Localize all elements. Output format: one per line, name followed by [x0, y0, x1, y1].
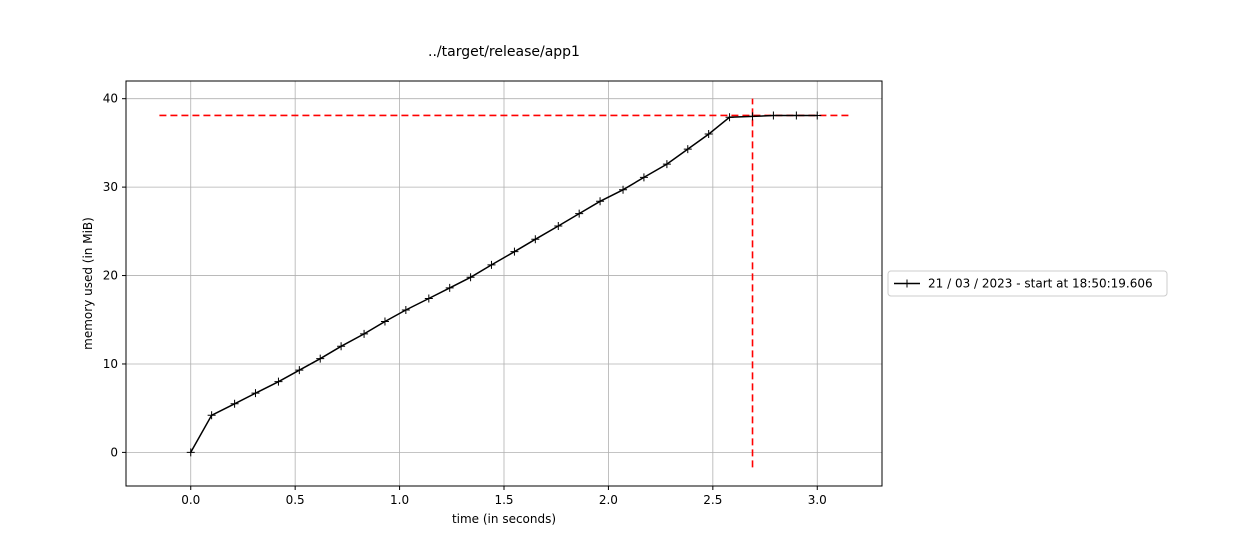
data-point-marker: [725, 113, 734, 122]
data-point-marker: [575, 209, 584, 218]
data-point-marker: [704, 130, 713, 139]
data-point-marker: [424, 294, 433, 303]
y-tick-label: 20: [103, 269, 118, 283]
grid-lines: [126, 81, 882, 486]
data-point-marker: [639, 173, 648, 182]
data-point-marker: [274, 377, 283, 386]
x-tick-label: 3.0: [808, 493, 827, 507]
plot-area: [159, 98, 849, 468]
data-point-marker: [662, 160, 671, 169]
data-point-marker: [251, 389, 260, 398]
x-tick-label: 1.0: [390, 493, 409, 507]
x-axis-label: time (in seconds): [452, 512, 556, 526]
data-point-marker: [792, 111, 801, 120]
data-point-marker: [769, 111, 778, 120]
data-point-marker: [554, 222, 563, 231]
data-point-marker: [360, 329, 369, 338]
data-point-marker: [487, 260, 496, 269]
series-line: [190, 114, 818, 453]
y-tick-label: 40: [103, 92, 118, 106]
data-point-marker: [531, 235, 540, 244]
data-point-marker: [748, 112, 757, 121]
data-point-marker: [295, 366, 304, 375]
chart-title: ../target/release/app1: [428, 44, 580, 60]
legend: 21 / 03 / 2023 - start at 18:50:19.606: [887, 270, 1168, 297]
data-point-marker: [813, 111, 822, 120]
data-point-marker: [337, 342, 346, 351]
data-point-marker: [230, 399, 239, 408]
data-point-marker: [186, 448, 195, 457]
data-point-marker: [683, 145, 692, 154]
y-tick-label: 30: [103, 180, 118, 194]
legend-entry-label: 21 / 03 / 2023 - start at 18:50:19.606: [928, 277, 1153, 291]
x-tick-label: 2.0: [599, 493, 618, 507]
y-tick-label: 0: [110, 445, 118, 459]
x-tick-label: 0.5: [286, 493, 305, 507]
data-point-marker: [207, 411, 216, 420]
x-axis: 0.0 0.5 1.0 1.5 2.0 2.5 3.0: [181, 486, 827, 507]
legend-plus-marker-icon: [903, 279, 911, 288]
data-point-marker: [619, 185, 628, 194]
data-point-marker: [596, 197, 605, 206]
data-point-marker: [445, 283, 454, 292]
y-axis: 0 10 20 30 40: [103, 92, 126, 459]
data-point-marker: [510, 247, 519, 256]
y-tick-label: 10: [103, 357, 118, 371]
data-point-marker: [316, 354, 325, 363]
x-tick-label: 1.5: [494, 493, 513, 507]
data-point-marker: [401, 306, 410, 315]
legend-frame: [887, 270, 1168, 297]
data-point-marker: [380, 317, 389, 326]
x-tick-label: 0.0: [181, 493, 200, 507]
data-point-marker: [466, 273, 475, 282]
x-tick-label: 2.5: [703, 493, 722, 507]
y-axis-label: memory used (in MiB): [81, 217, 95, 350]
